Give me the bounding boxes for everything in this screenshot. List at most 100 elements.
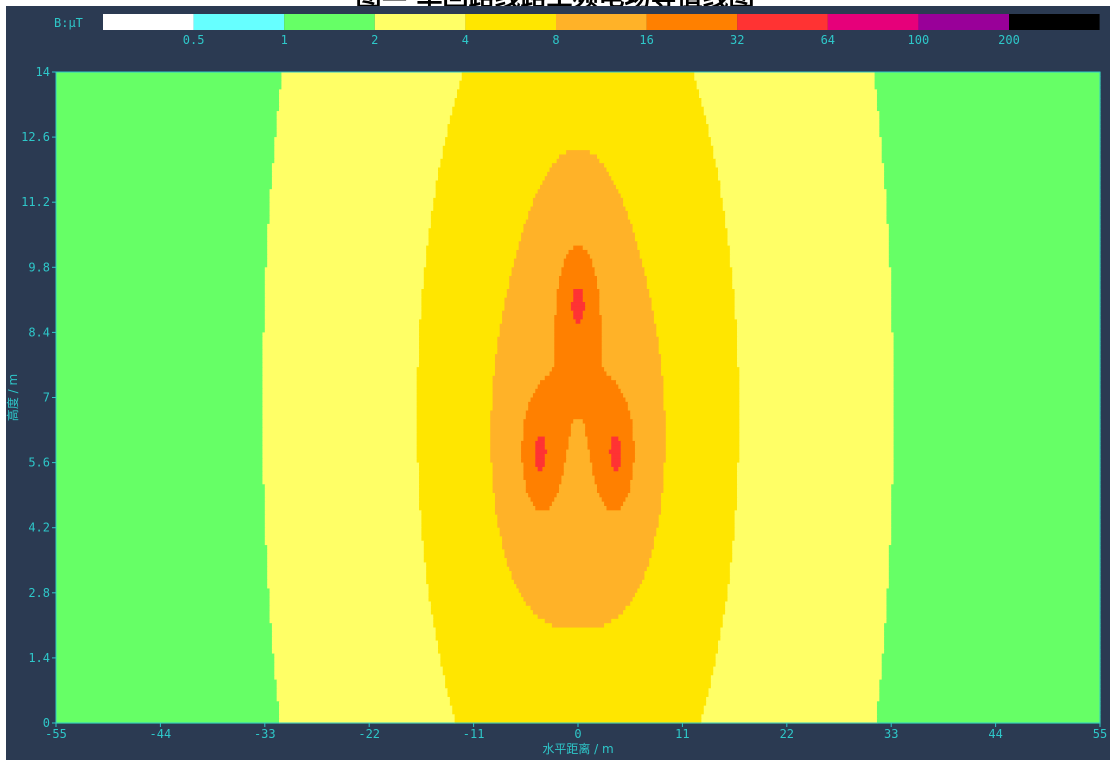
contour-band-cell (879, 692, 1101, 698)
contour-band-cell (632, 223, 726, 229)
legend-swatch (465, 14, 556, 30)
contour-band-cell (661, 497, 738, 503)
contour-band-cell (56, 484, 266, 490)
contour-band-cell (494, 371, 551, 377)
contour-band-cell (734, 315, 892, 320)
contour-band-cell (879, 696, 1101, 702)
contour-band-cell (651, 297, 736, 303)
contour-band-cell (264, 280, 425, 286)
contour-band-cell (888, 562, 1101, 568)
contour-band-cell (658, 336, 738, 342)
contour-band-cell (497, 341, 555, 347)
legend-swatch (193, 14, 285, 30)
contour-band-cell (492, 475, 525, 481)
contour-band-cell (554, 315, 574, 320)
contour-band-cell (428, 241, 520, 247)
contour-band-cell (56, 679, 278, 685)
contour-band-cell (554, 341, 603, 347)
contour-band-cell (426, 249, 517, 255)
contour-band-cell (881, 145, 1101, 151)
contour-band-cell (661, 354, 738, 360)
plot-area (55, 71, 1101, 724)
contour-band-cell (426, 245, 520, 251)
contour-band-cell (891, 484, 1101, 490)
contour-band-cell (56, 588, 271, 594)
contour-band-cell (262, 414, 418, 420)
contour-band-cell (739, 440, 895, 446)
contour-band-cell (262, 341, 420, 347)
contour-band-cell (587, 436, 612, 442)
contour-band-cell (419, 345, 498, 351)
contour-band-cell (729, 566, 890, 572)
contour-band-cell (449, 696, 707, 702)
contour-band-cell (589, 449, 610, 455)
contour-band-cell (736, 345, 895, 351)
contour-band-cell (56, 332, 264, 338)
contour-band-cell (893, 432, 1101, 438)
contour-band-cell (739, 410, 895, 416)
contour-band-cell (620, 506, 662, 511)
contour-band-cell (734, 306, 892, 312)
contour-band-cell (56, 571, 268, 577)
contour-band-cell (893, 479, 1101, 485)
contour-band-cell (599, 158, 717, 164)
contour-band-cell (262, 458, 418, 464)
contour-band-cell (879, 128, 1101, 134)
contour-band-cell (886, 202, 1101, 208)
contour-band-cell (440, 662, 717, 668)
contour-band-cell (663, 388, 740, 394)
contour-band-cell (722, 623, 885, 629)
contour-band-cell (56, 393, 264, 399)
contour-band-cell (452, 705, 705, 711)
contour-band-cell (494, 367, 553, 373)
contour-band-cell (893, 393, 1101, 399)
contour-band-cell (279, 705, 453, 711)
contour-band-cell (620, 453, 636, 459)
contour-band-cell (447, 688, 710, 694)
contour-band-cell (262, 479, 420, 485)
contour-band-cell (736, 332, 895, 338)
contour-band-cell (528, 492, 558, 498)
contour-band-cell (611, 375, 665, 381)
contour-band-cell (632, 597, 729, 603)
contour-band-cell (570, 432, 586, 438)
contour-band-cell (264, 293, 422, 299)
contour-band-cell (739, 393, 895, 399)
contour-band-cell (419, 471, 494, 477)
contour-band-cell (433, 197, 534, 203)
contour-band-cell (884, 180, 1101, 186)
contour-band-cell (499, 527, 657, 533)
contour-band-cell (430, 219, 527, 225)
contour-band-cell (739, 375, 895, 381)
contour-band-cell (891, 289, 1101, 294)
contour-band-cell (523, 471, 565, 477)
contour-band-cell (739, 371, 895, 377)
contour-band-cell (620, 440, 636, 446)
contour-band-cell (601, 349, 660, 355)
contour-band-cell (634, 440, 667, 446)
contour-band-cell (56, 453, 264, 459)
contour-band-cell (56, 605, 271, 611)
contour-band-cell (630, 601, 726, 607)
contour-band-cell (706, 696, 880, 702)
contour-band-cell (694, 76, 876, 82)
legend-swatch (374, 14, 466, 30)
contour-chart: B:μT 0.5 1 2 4 8 16 32 64 100 200 -55 -44 -33 -22 -11… (6, 14, 1107, 756)
contour-band-cell (736, 492, 892, 498)
contour-band-cell (891, 319, 1101, 325)
contour-band-cell (518, 245, 574, 251)
contour-band-cell (523, 228, 634, 234)
x-tick-label: -22 (358, 727, 380, 741)
contour-band-cell (642, 262, 731, 268)
contour-band-cell (665, 427, 740, 433)
contour-band-cell (279, 709, 453, 715)
contour-band-cell (893, 358, 1101, 364)
contour-band-cell (537, 189, 619, 195)
contour-band-cell (729, 262, 890, 268)
contour-band-cell (523, 436, 539, 442)
contour-band-cell (56, 232, 268, 238)
contour-band-cell (416, 380, 494, 386)
contour-band-cell (630, 488, 665, 494)
contour-band-cell (271, 649, 439, 655)
contour-band-cell (456, 93, 700, 99)
